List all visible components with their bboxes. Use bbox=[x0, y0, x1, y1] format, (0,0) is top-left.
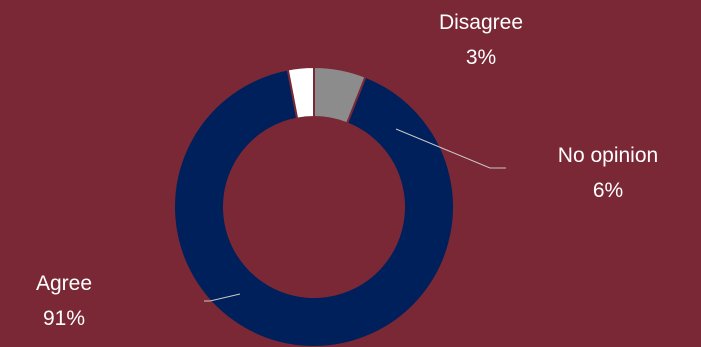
data-label-value-disagree: 3% bbox=[466, 46, 496, 69]
slice-disagree bbox=[286, 65, 315, 120]
leader-line-no-opinion bbox=[395, 128, 506, 169]
leader-line-agree bbox=[204, 293, 241, 302]
data-label-value-no-opinion: 6% bbox=[593, 179, 623, 202]
data-label-category-disagree: Disagree bbox=[439, 11, 523, 34]
slices bbox=[173, 65, 455, 347]
data-label-category-no-opinion: No opinion bbox=[558, 144, 658, 167]
data-label-value-agree: 91% bbox=[43, 307, 85, 330]
data-label-category-agree: Agree bbox=[36, 272, 92, 295]
leader-lines bbox=[204, 128, 506, 302]
slice-agree bbox=[173, 68, 455, 347]
data-labels: No opinion 6% Agree 91% Disagree 3% bbox=[36, 11, 658, 330]
